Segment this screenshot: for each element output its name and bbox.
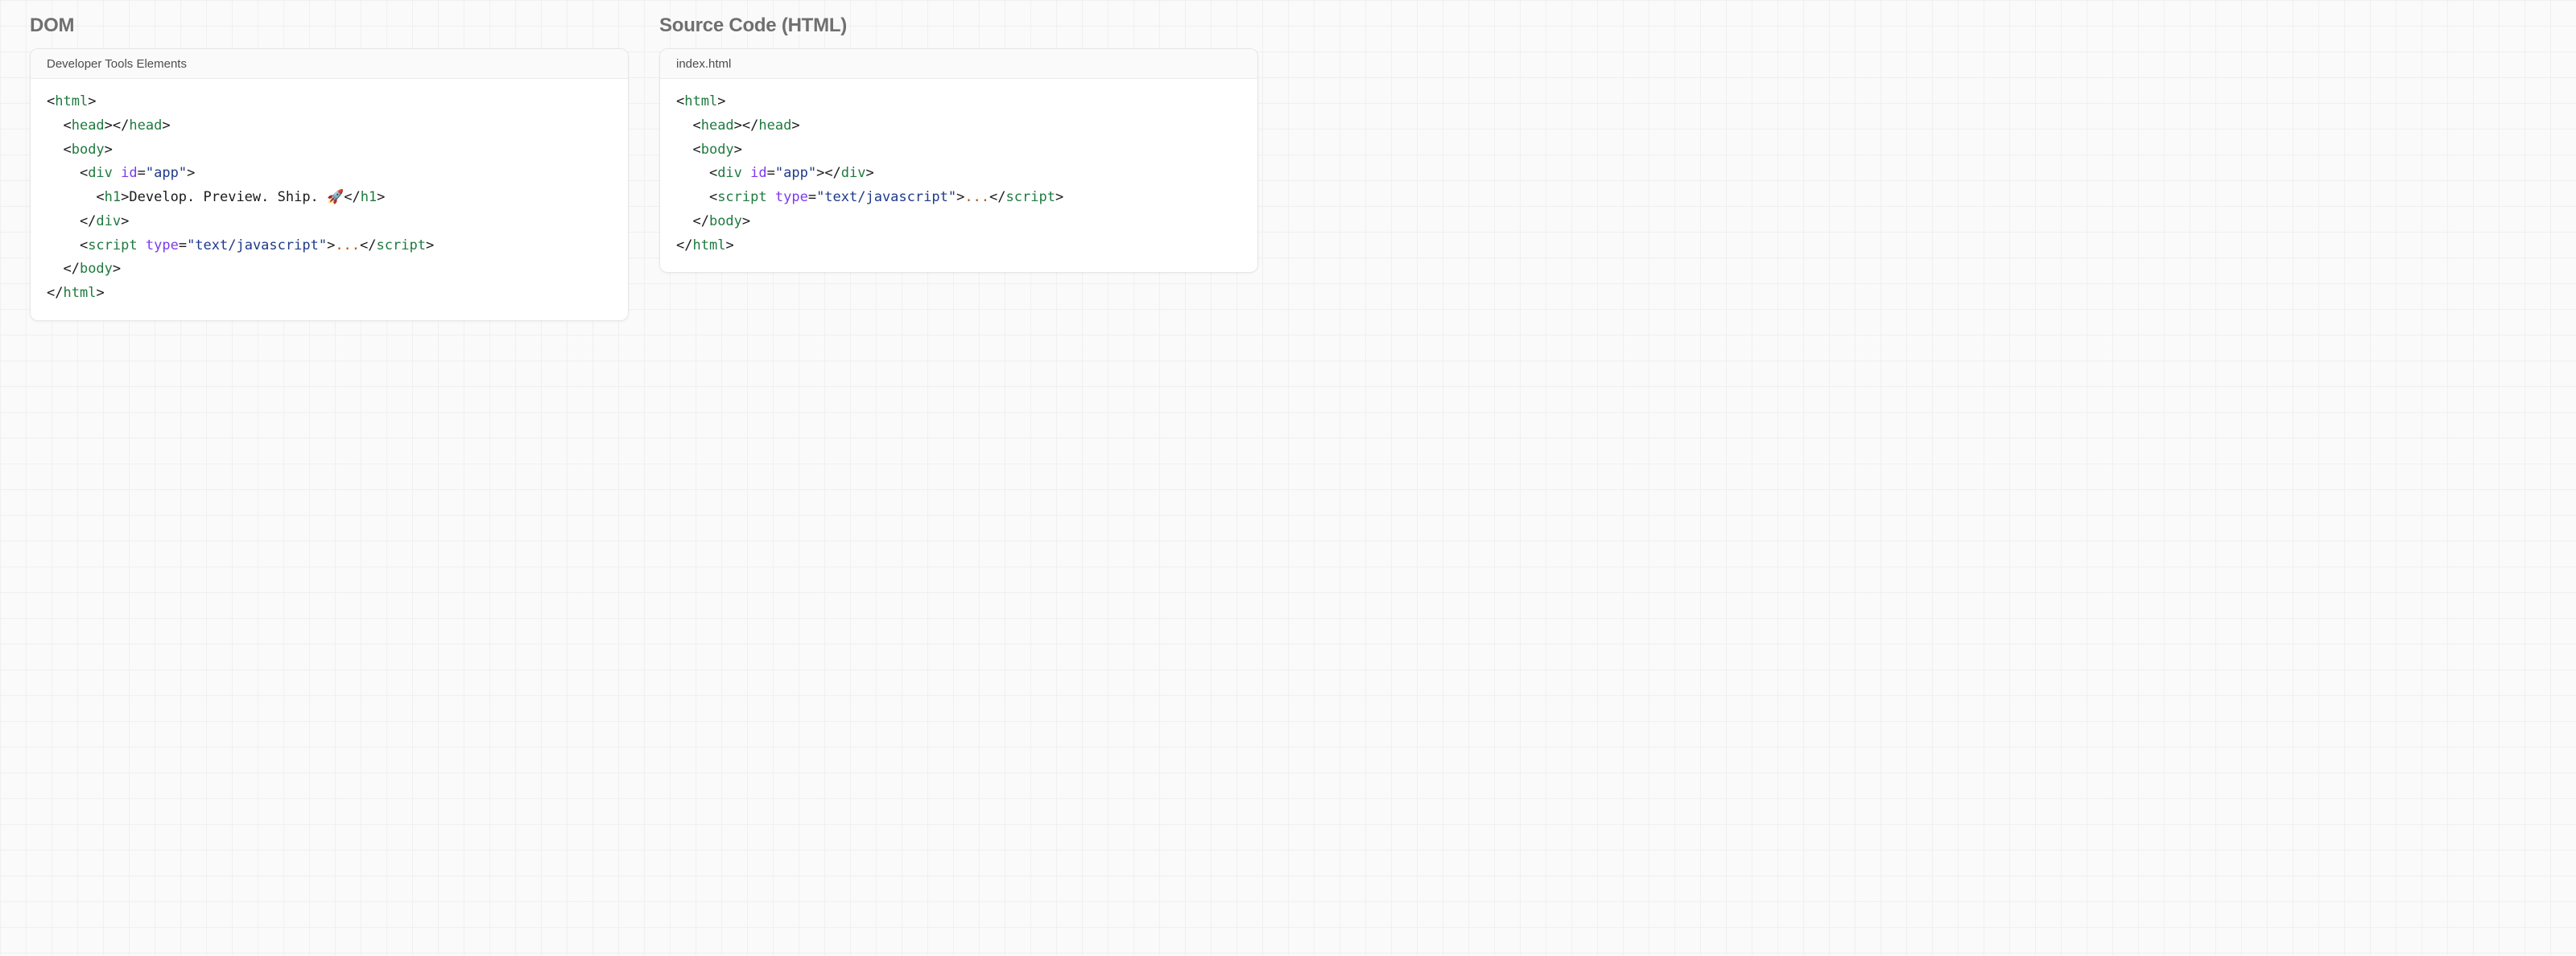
- dom-panel: Developer Tools Elements <html> <head></…: [30, 48, 629, 321]
- source-column: Source Code (HTML) index.html <html> <he…: [659, 14, 1258, 273]
- dom-panel-header: Developer Tools Elements: [31, 49, 628, 79]
- dom-code-body: <html> <head></head> <body> <div id="app…: [31, 79, 628, 320]
- source-section-title: Source Code (HTML): [659, 14, 1258, 37]
- dom-section-title: DOM: [30, 14, 629, 37]
- source-panel-header: index.html: [660, 49, 1257, 79]
- source-code-body: <html> <head></head> <body> <div id="app…: [660, 79, 1257, 272]
- source-panel: index.html <html> <head></head> <body> <…: [659, 48, 1258, 273]
- dom-column: DOM Developer Tools Elements <html> <hea…: [30, 14, 629, 321]
- comparison-row: DOM Developer Tools Elements <html> <hea…: [30, 14, 1258, 321]
